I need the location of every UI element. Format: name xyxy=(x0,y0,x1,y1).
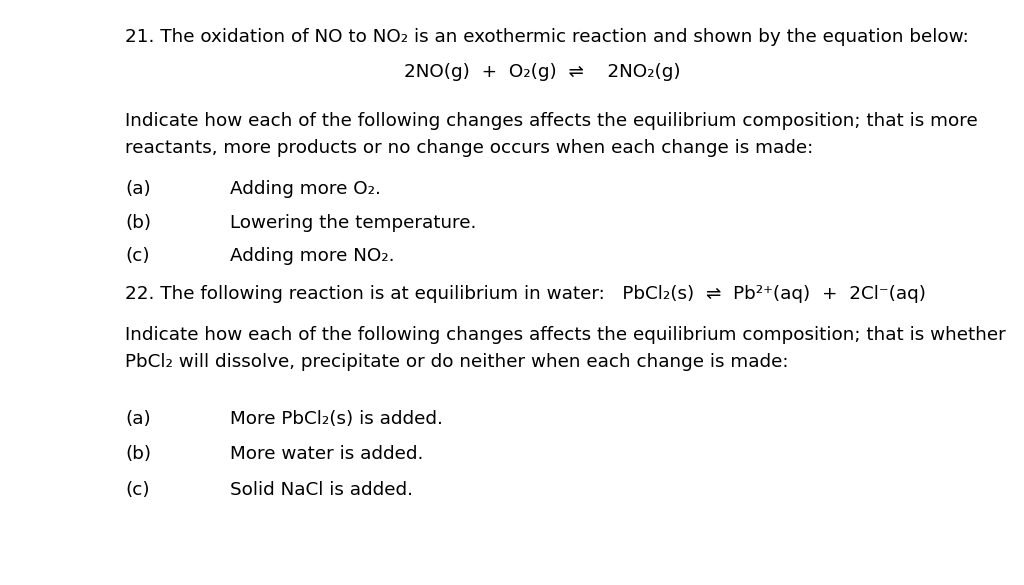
Text: (b): (b) xyxy=(125,445,152,463)
Text: reactants, more products or no change occurs when each change is made:: reactants, more products or no change oc… xyxy=(125,139,813,157)
Text: (b): (b) xyxy=(125,214,152,232)
Text: 22. The following reaction is at equilibrium in water:   PbCl₂(s)  ⇌  Pb²⁺(aq)  : 22. The following reaction is at equilib… xyxy=(125,285,926,304)
Text: 2NO(g)  +  O₂(g)  ⇌    2NO₂(g): 2NO(g) + O₂(g) ⇌ 2NO₂(g) xyxy=(404,63,681,81)
Text: (c): (c) xyxy=(125,247,150,265)
Text: (a): (a) xyxy=(125,180,151,198)
Text: (c): (c) xyxy=(125,481,150,499)
Text: Indicate how each of the following changes affects the equilibrium composition; : Indicate how each of the following chang… xyxy=(125,112,978,130)
Text: Indicate how each of the following changes affects the equilibrium composition; : Indicate how each of the following chang… xyxy=(125,326,1006,344)
Text: More PbCl₂(s) is added.: More PbCl₂(s) is added. xyxy=(230,410,443,428)
Text: 21. The oxidation of NO to NO₂ is an exothermic reaction and shown by the equati: 21. The oxidation of NO to NO₂ is an exo… xyxy=(125,28,969,46)
Text: Adding more O₂.: Adding more O₂. xyxy=(230,180,381,198)
Text: (a): (a) xyxy=(125,410,151,428)
Text: PbCl₂ will dissolve, precipitate or do neither when each change is made:: PbCl₂ will dissolve, precipitate or do n… xyxy=(125,353,788,371)
Text: More water is added.: More water is added. xyxy=(230,445,424,463)
Text: Adding more NO₂.: Adding more NO₂. xyxy=(230,247,395,265)
Text: Solid NaCl is added.: Solid NaCl is added. xyxy=(230,481,414,499)
Text: Lowering the temperature.: Lowering the temperature. xyxy=(230,214,477,232)
